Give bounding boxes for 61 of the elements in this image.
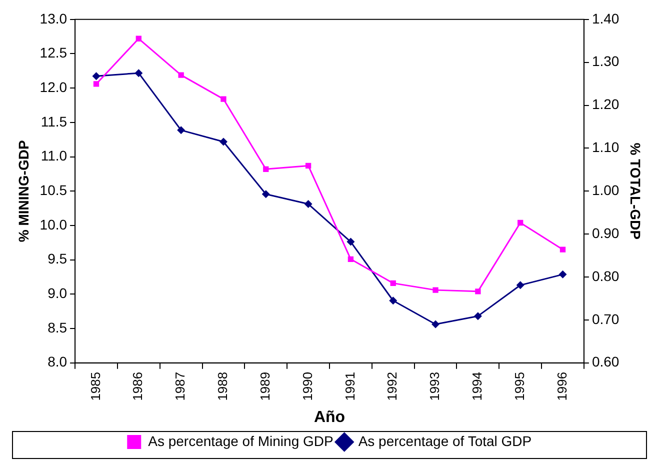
x-axis-title: Año	[314, 408, 346, 426]
y-tick-label: 11.0	[40, 148, 68, 164]
point	[558, 270, 567, 278]
y-tick-label: 10.5	[40, 182, 68, 198]
point	[136, 36, 142, 42]
x-tick-label: 1986	[130, 372, 146, 401]
point	[475, 288, 481, 294]
point	[178, 72, 184, 78]
legend-label: As percentage of Total GDP	[358, 432, 532, 449]
x-tick-label: 1991	[342, 372, 358, 401]
point	[263, 166, 269, 172]
y-tick-label: 12.5	[40, 44, 68, 61]
y2-axis-title: % TOTAL-GDP	[628, 142, 644, 240]
point	[305, 162, 312, 169]
y-tick-label: 11.5	[40, 113, 68, 130]
y-tick-label: 9.5	[48, 250, 68, 267]
point	[516, 281, 524, 290]
point	[219, 138, 228, 146]
y2-tick-label: 1.20	[592, 96, 620, 112]
point	[390, 280, 396, 286]
point	[348, 256, 354, 262]
x-tick-label: 1994	[470, 372, 485, 401]
x-tick-label: 1990	[300, 372, 315, 401]
point	[432, 320, 440, 328]
y2-tick-label: 1.00	[592, 182, 620, 198]
y2-tick-label: 1.40	[592, 10, 620, 26]
x-tick-label: 1987	[172, 372, 188, 401]
y2-tick-label: 1.30	[592, 53, 620, 70]
point	[518, 220, 524, 226]
point	[134, 69, 143, 78]
y-tick-label: 8.0	[48, 354, 68, 370]
y2-tick-label: 0.80	[592, 268, 620, 284]
y-tick-label: 13.0	[40, 10, 68, 26]
y-axis-title: % MINING-GDP	[15, 140, 32, 242]
x-tick-label: 1989	[257, 372, 272, 401]
x-tick-label: 1993	[427, 372, 442, 401]
x-tick-label: 1996	[554, 372, 570, 401]
x-tick-label: 1985	[88, 372, 103, 401]
y-tick-label: 8.5	[48, 319, 68, 336]
point	[92, 72, 100, 80]
y2-tick-label: 0.60	[592, 354, 620, 370]
point	[389, 296, 398, 305]
y-tick-label: 10.0	[40, 216, 68, 232]
point	[304, 200, 312, 208]
y-tick-label: 9.0	[48, 285, 68, 302]
y-tick-label: 12.0	[40, 78, 68, 95]
point	[474, 312, 482, 320]
y2-tick-label: 0.90	[592, 224, 620, 241]
x-tick-label: 1988	[215, 372, 230, 401]
x-tick-label: 1995	[512, 372, 527, 401]
point	[177, 126, 186, 134]
point	[220, 96, 226, 102]
point	[560, 246, 566, 252]
point	[93, 81, 100, 87]
x-tick-label: 1992	[384, 372, 400, 401]
point	[346, 238, 355, 246]
point	[262, 190, 270, 198]
y2-tick-label: 0.70	[592, 310, 620, 327]
legend-label: As percentage of Mining GDP	[148, 432, 334, 449]
point	[432, 287, 438, 293]
y2-tick-label: 1.10	[592, 139, 620, 156]
